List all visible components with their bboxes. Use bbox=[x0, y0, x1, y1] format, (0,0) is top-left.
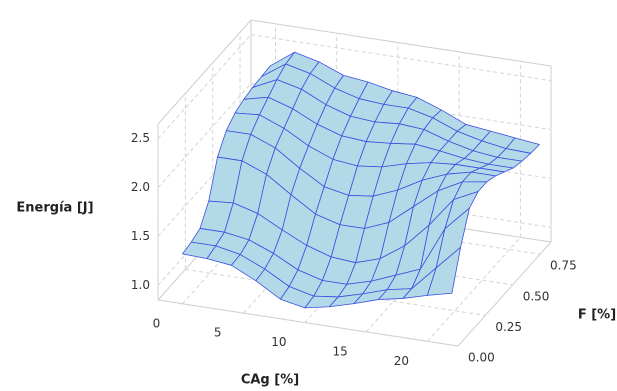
grid-line bbox=[157, 83, 252, 188]
box-edge bbox=[157, 19, 252, 125]
z-tick-label: 1.5 bbox=[131, 229, 150, 243]
y-tick-label: 0.25 bbox=[495, 320, 522, 334]
box-edge bbox=[250, 19, 552, 67]
z-tick-label: 2.0 bbox=[131, 180, 150, 194]
grid-line bbox=[182, 199, 276, 305]
grid-line bbox=[243, 208, 338, 314]
y-tick-label: 0.50 bbox=[523, 289, 550, 303]
grid-line bbox=[250, 34, 552, 82]
surface-patch bbox=[426, 246, 462, 296]
x-tick-label: 20 bbox=[394, 354, 409, 368]
z-axis-title: Energía [J] bbox=[16, 201, 93, 216]
z-tick-label: 1.0 bbox=[131, 278, 150, 292]
grid-line bbox=[157, 34, 252, 139]
y-axis-title: F [%] bbox=[578, 308, 616, 323]
grid-line bbox=[157, 132, 252, 237]
y-tick-label: 0.75 bbox=[550, 259, 577, 273]
box-edge bbox=[457, 241, 552, 347]
x-tick-label: 5 bbox=[214, 326, 222, 340]
x-tick-label: 10 bbox=[271, 335, 286, 349]
grid-line bbox=[365, 227, 460, 333]
grid-line bbox=[157, 181, 252, 286]
x-axis-title: CAg [%] bbox=[241, 373, 299, 388]
grid-line bbox=[157, 299, 459, 347]
x-tick-label: 0 bbox=[153, 316, 161, 330]
y-tick-label: 0.00 bbox=[468, 351, 495, 365]
grid-line bbox=[427, 236, 521, 342]
z-tick-label: 2.5 bbox=[131, 131, 150, 145]
x-tick-label: 15 bbox=[333, 344, 348, 358]
grid-line bbox=[185, 268, 486, 316]
